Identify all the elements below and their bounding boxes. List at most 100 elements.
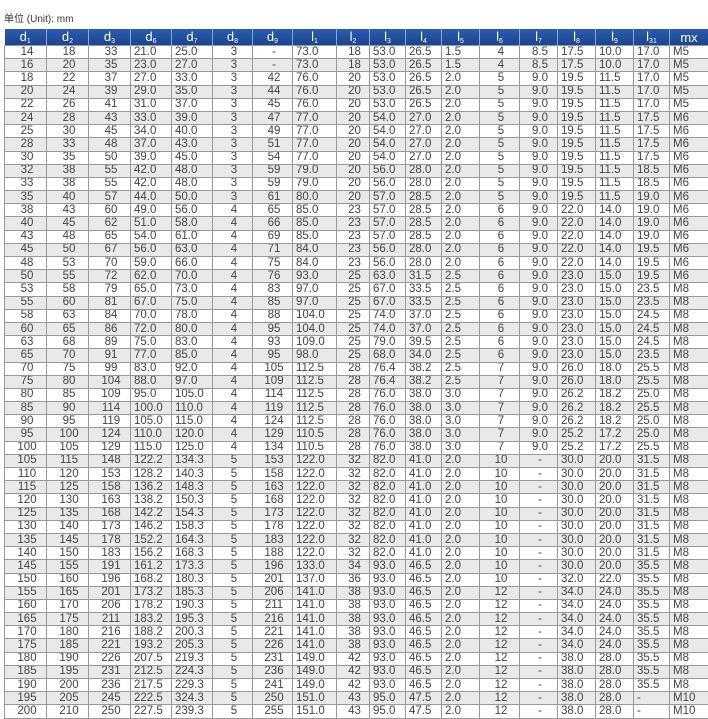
- cell-l8: 19.5: [558, 151, 596, 164]
- cell-d8: 5: [213, 639, 253, 652]
- cell-d9: 59: [253, 177, 293, 190]
- cell-d8: 5: [213, 533, 253, 546]
- cell-l1: 76.0: [293, 72, 337, 85]
- cell-d8: 5: [213, 481, 253, 494]
- cell-d1: 18: [5, 72, 47, 85]
- cell-d1: 190: [5, 679, 47, 692]
- cell-mx: M8: [670, 283, 708, 296]
- cell-l5: 2.0: [442, 665, 480, 678]
- cell-mx: M8: [670, 533, 708, 546]
- cell-l9: 28.0: [596, 705, 634, 718]
- cell-d7: 48.0: [172, 177, 213, 190]
- cell-d2: 38: [47, 164, 89, 177]
- cell-l9: 11.5: [596, 151, 634, 164]
- cell-d1: 100: [5, 441, 47, 454]
- cell-d9: 178: [253, 520, 293, 533]
- cell-l5: 2.0: [442, 481, 480, 494]
- cell-l5: 2.0: [442, 705, 480, 718]
- cell-l1: 149.0: [293, 665, 337, 678]
- cell-d7: 324.3: [172, 692, 213, 705]
- cell-l3: 93.0: [370, 599, 406, 612]
- cell-l8: 19.5: [558, 85, 596, 98]
- cell-d9: 255: [253, 705, 293, 718]
- cell-l2: 20: [337, 177, 370, 190]
- cell-l5: 2.5: [442, 283, 480, 296]
- cell-l8: 19.5: [558, 177, 596, 190]
- cell-d6: 31.0: [131, 98, 172, 111]
- cell-l3: 54.0: [370, 151, 406, 164]
- cell-l7: -: [520, 560, 558, 573]
- cell-d3: 196: [89, 573, 131, 586]
- cell-d7: 85.0: [172, 349, 213, 362]
- cell-l2: 38: [337, 586, 370, 599]
- cell-d7: 35.0: [172, 85, 213, 98]
- cell-d9: 236: [253, 665, 293, 678]
- cell-l31: 19.5: [634, 243, 670, 256]
- cell-l8: 23.0: [558, 296, 596, 309]
- cell-l2: 32: [337, 520, 370, 533]
- cell-l5: 2.0: [442, 573, 480, 586]
- cell-d1: 35: [5, 191, 47, 204]
- cell-l3: 82.0: [370, 468, 406, 481]
- cell-d6: 88.0: [131, 375, 172, 388]
- column-header-d6: d6: [131, 29, 172, 46]
- cell-d8: 5: [213, 560, 253, 573]
- cell-d7: 190.3: [172, 599, 213, 612]
- cell-l6: 6: [480, 283, 520, 296]
- cell-mx: M8: [670, 481, 708, 494]
- cell-d3: 236: [89, 679, 131, 692]
- cell-d8: 5: [213, 520, 253, 533]
- cell-l3: 54.0: [370, 111, 406, 124]
- cell-l1: 112.5: [293, 415, 337, 428]
- cell-l4: 46.5: [406, 573, 442, 586]
- cell-l9: 10.0: [596, 59, 634, 72]
- cell-d2: 190: [47, 652, 89, 665]
- cell-l31: 25.0: [634, 388, 670, 401]
- cell-d3: 119: [89, 415, 131, 428]
- cell-l1: 149.0: [293, 652, 337, 665]
- cell-l7: 9.0: [520, 283, 558, 296]
- cell-l31: 17.0: [634, 72, 670, 85]
- cell-l4: 26.5: [406, 59, 442, 72]
- cell-d2: 22: [47, 72, 89, 85]
- cell-l5: 1.5: [442, 46, 480, 59]
- cell-l6: 6: [480, 296, 520, 309]
- cell-l1: 122.0: [293, 547, 337, 560]
- cell-l8: 26.0: [558, 362, 596, 375]
- cell-l2: 28: [337, 402, 370, 415]
- cell-l4: 28.5: [406, 217, 442, 230]
- cell-d6: 122.2: [131, 454, 172, 467]
- cell-d8: 5: [213, 494, 253, 507]
- cell-mx: M8: [670, 547, 708, 560]
- cell-d7: 48.0: [172, 164, 213, 177]
- cell-l3: 67.0: [370, 296, 406, 309]
- cell-l31: 17.0: [634, 59, 670, 72]
- column-header-subscript: 6: [153, 38, 157, 45]
- cell-l2: 25: [337, 270, 370, 283]
- cell-l7: 9.0: [520, 230, 558, 243]
- cell-d1: 145: [5, 560, 47, 573]
- cell-l31: 35.5: [634, 560, 670, 573]
- cell-l6: 4: [480, 46, 520, 59]
- column-header-base: d: [145, 29, 152, 44]
- column-header-subscript: 1: [314, 38, 318, 45]
- cell-l4: 47.5: [406, 692, 442, 705]
- cell-l2: 20: [337, 164, 370, 177]
- cell-l1: 84.0: [293, 243, 337, 256]
- cell-l4: 46.5: [406, 560, 442, 573]
- cell-l3: 82.0: [370, 507, 406, 520]
- cell-d9: 231: [253, 652, 293, 665]
- cell-d9: 51: [253, 138, 293, 151]
- cell-d8: 5: [213, 573, 253, 586]
- cell-d7: 164.3: [172, 533, 213, 546]
- cell-l3: 76.4: [370, 362, 406, 375]
- cell-l9: 18.2: [596, 388, 634, 401]
- cell-d1: 65: [5, 349, 47, 362]
- cell-d3: 124: [89, 428, 131, 441]
